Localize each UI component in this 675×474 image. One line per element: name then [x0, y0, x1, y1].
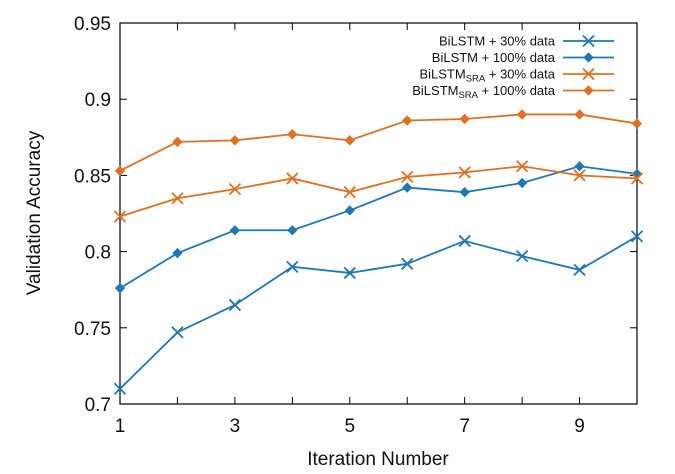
plot-frame [119, 22, 638, 405]
series-2 [114, 161, 643, 294]
data-point [630, 172, 644, 185]
y-tick-label: 0.95 [74, 14, 111, 35]
series-1 [113, 230, 644, 395]
data-point [113, 382, 127, 395]
data-point [459, 186, 470, 198]
series-line [119, 235, 638, 390]
data-point [286, 172, 299, 185]
series-line [119, 165, 638, 289]
x-tick-label: 9 [574, 416, 585, 437]
data-point [229, 225, 241, 236]
y-tick-label: 0.75 [74, 319, 111, 340]
series-3 [113, 160, 644, 223]
data-point [171, 326, 184, 339]
legend-item: BiLSTM + 30% data [439, 34, 614, 49]
data-point [114, 283, 126, 294]
x-axis-label: Iteration Number [307, 449, 449, 470]
y-tick-label: 0.8 [85, 243, 111, 264]
data-point [573, 169, 586, 182]
data-point [401, 257, 414, 270]
legend-item: BiLSTMSRA + 100% data [412, 83, 614, 101]
legend-label: BiLSTM + 100% data [432, 50, 556, 65]
data-point [459, 113, 470, 125]
data-point [631, 118, 643, 129]
data-point [573, 263, 586, 277]
data-point [344, 205, 355, 216]
legend-swatch-marker [582, 34, 595, 48]
series-line [119, 165, 638, 218]
data-point [228, 298, 242, 312]
data-point [574, 161, 585, 172]
data-point [113, 210, 127, 223]
data-point [458, 234, 471, 248]
x-tick-label: 1 [115, 416, 126, 437]
legend-swatch-marker [582, 67, 595, 81]
y-tick-label: 0.85 [74, 166, 111, 187]
data-point [228, 182, 242, 196]
data-point [574, 109, 585, 120]
data-point [516, 177, 528, 189]
data-point [287, 225, 298, 236]
data-point [172, 247, 183, 259]
legend-swatch-marker [583, 85, 594, 96]
series-4 [114, 109, 643, 176]
data-point [286, 260, 299, 273]
legend-item: BiLSTMSRA + 30% data [419, 67, 614, 85]
data-point [516, 109, 528, 120]
series-line [119, 113, 638, 172]
y-tick-label: 0.7 [85, 395, 111, 416]
legend-swatch-marker [583, 52, 594, 63]
data-point [515, 160, 529, 173]
x-tick-label: 3 [230, 416, 241, 437]
legend-label: BiLSTMSRA + 30% data [419, 67, 555, 85]
data-point [631, 168, 643, 180]
data-point [344, 135, 355, 146]
legend-label: BiLSTM + 30% data [439, 34, 556, 49]
y-tick-label: 0.9 [85, 90, 111, 111]
data-point [402, 115, 413, 126]
data-point [402, 182, 413, 193]
legend-item: BiLSTM + 100% data [432, 50, 614, 65]
legend-label: BiLSTMSRA + 100% data [412, 83, 556, 101]
y-axis-label: Validation Accuracy [24, 130, 45, 295]
data-point [401, 170, 414, 184]
data-point [343, 266, 356, 280]
data-point [343, 186, 356, 199]
data-point [515, 250, 529, 263]
data-point [630, 230, 644, 243]
data-point [458, 166, 471, 179]
x-tick-label: 5 [344, 416, 355, 437]
data-point [229, 135, 241, 146]
data-point [172, 136, 183, 148]
data-point [287, 129, 298, 140]
x-tick-label: 7 [459, 416, 470, 437]
data-point [114, 165, 126, 176]
data-point [171, 192, 184, 205]
